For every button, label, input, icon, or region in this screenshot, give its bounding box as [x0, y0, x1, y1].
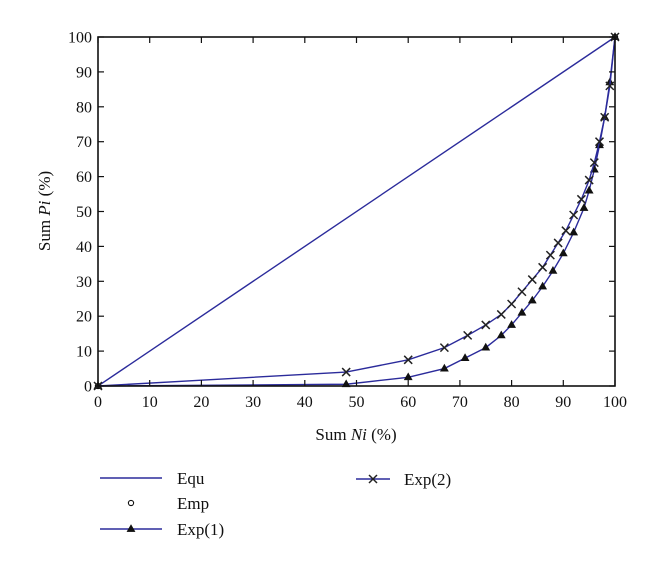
data-point — [579, 203, 589, 211]
x-tick-label: 100 — [603, 394, 627, 411]
y-tick-label: 90 — [76, 64, 92, 81]
series-0 — [97, 36, 616, 387]
y-axis-label: Sum Pi (%) — [35, 171, 54, 251]
y-tick-label: 0 — [84, 379, 92, 396]
data-point — [605, 81, 615, 91]
y-axis-ticks: 0 10 20 30 40 50 60 70 80 90 100 — [68, 30, 615, 396]
legend-label: Equ — [177, 469, 205, 488]
data-point — [584, 175, 594, 185]
y-tick-label: 20 — [76, 309, 92, 326]
x-tick-label: 50 — [349, 394, 365, 411]
y-tick-label: 40 — [76, 239, 92, 256]
data-point — [527, 295, 537, 304]
data-point — [439, 363, 449, 372]
data-point — [576, 194, 586, 204]
x-tick-label: 80 — [504, 394, 520, 411]
data-point — [527, 275, 537, 285]
y-tick-label: 30 — [76, 274, 92, 291]
y-tick-label: 10 — [76, 344, 92, 361]
x-tick-label: 30 — [245, 394, 261, 411]
legend-label: Exp(2) — [404, 470, 451, 489]
data-point — [600, 112, 610, 122]
series-line — [97, 36, 616, 387]
data-point — [569, 227, 579, 236]
data-point — [558, 248, 568, 257]
y-tick-label: 50 — [76, 204, 92, 221]
x-axis-ticks: 0 10 20 30 40 50 60 70 80 90 100 — [94, 37, 627, 411]
data-point — [463, 330, 473, 340]
data-point — [481, 320, 491, 330]
plot-series — [93, 32, 620, 391]
data-point — [496, 309, 506, 319]
y-tick-label: 70 — [76, 134, 92, 151]
x-tick-label: 40 — [297, 394, 313, 411]
data-point — [507, 320, 517, 328]
data-point — [341, 379, 351, 388]
data-point — [517, 307, 527, 316]
data-point — [460, 353, 470, 361]
legend-marker — [126, 524, 136, 532]
data-point — [589, 158, 599, 168]
data-point — [403, 355, 413, 365]
legend-item: Emp — [127, 494, 209, 513]
data-point — [561, 226, 571, 236]
data-point — [584, 185, 594, 194]
data-point — [553, 238, 563, 248]
data-point — [569, 210, 579, 220]
series-line — [97, 36, 616, 387]
legend-item: Exp(1) — [100, 520, 224, 539]
x-axis-label: Sum Ni (%) — [315, 425, 396, 444]
x-tick-label: 10 — [142, 394, 158, 411]
legend-item: Exp(2) — [356, 470, 451, 489]
series-2 — [93, 32, 620, 389]
x-tick-label: 90 — [555, 394, 571, 411]
x-tick-label: 0 — [94, 394, 102, 411]
data-point — [439, 343, 449, 353]
data-point — [548, 266, 558, 274]
legend-label: Exp(1) — [177, 520, 224, 539]
x-tick-label: 70 — [452, 394, 468, 411]
data-point — [481, 342, 491, 351]
data-point — [403, 372, 413, 381]
data-point — [341, 367, 351, 377]
data-point — [517, 287, 527, 297]
data-point — [594, 137, 605, 147]
legend-marker — [127, 499, 135, 507]
y-tick-label: 100 — [68, 30, 92, 47]
data-point — [538, 281, 548, 290]
y-tick-label: 80 — [76, 99, 92, 116]
data-point — [545, 250, 555, 260]
legend-marker — [368, 474, 378, 484]
data-point — [507, 299, 517, 309]
data-point — [496, 330, 506, 339]
legend: Equ Emp Exp(1) Exp(2) — [100, 469, 451, 539]
x-tick-label: 20 — [193, 394, 209, 411]
x-tick-label: 60 — [400, 394, 416, 411]
y-tick-label: 60 — [76, 169, 92, 186]
legend-label: Emp — [177, 494, 209, 513]
data-point — [538, 262, 548, 272]
legend-item: Equ — [100, 469, 205, 488]
